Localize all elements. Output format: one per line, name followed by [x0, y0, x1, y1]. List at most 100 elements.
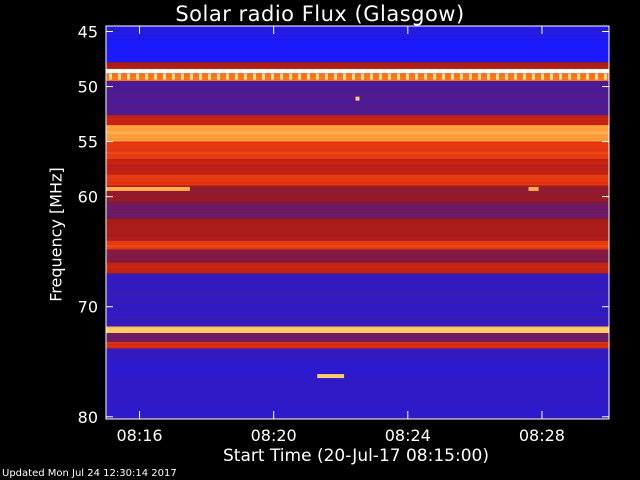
spike-mark — [541, 73, 544, 80]
y-tick-label: 70 — [78, 298, 98, 317]
spike-mark — [343, 73, 346, 80]
y-tick-label: 60 — [78, 188, 98, 207]
spike-mark — [136, 73, 139, 80]
band-texture — [106, 39, 609, 41]
band-texture — [106, 185, 609, 188]
spike-mark — [190, 73, 193, 80]
spike-mark — [388, 73, 391, 80]
band-texture — [106, 345, 609, 347]
spike-mark — [316, 73, 319, 80]
band-texture — [106, 81, 609, 83]
band-texture — [106, 174, 609, 177]
spike-mark — [109, 73, 112, 80]
band-texture — [106, 360, 609, 363]
band-texture — [106, 141, 609, 144]
y-axis: 45 50 55 60 70 80 — [78, 23, 609, 427]
band-texture — [106, 26, 609, 28]
band-texture — [106, 406, 609, 409]
band-texture — [106, 231, 609, 233]
spike-mark — [568, 73, 571, 80]
spike-mark — [361, 73, 364, 80]
band-texture — [106, 333, 609, 336]
band-texture — [106, 373, 609, 375]
band-texture — [106, 118, 609, 121]
band-texture — [106, 376, 609, 378]
band-4 — [106, 73, 609, 82]
spike-mark — [154, 73, 157, 80]
x-tick-label: 08:20 — [251, 426, 297, 445]
band-texture — [106, 145, 609, 147]
spike-mark — [487, 73, 490, 80]
band-texture — [106, 357, 609, 360]
spike-mark — [523, 73, 526, 80]
band-texture — [106, 90, 609, 92]
band-texture — [106, 62, 609, 64]
band-texture — [106, 366, 609, 369]
band-texture — [106, 301, 609, 304]
spike-mark — [298, 73, 301, 80]
spike-mark — [145, 73, 148, 80]
band-texture — [106, 165, 609, 167]
spike-mark — [586, 73, 589, 80]
band-texture — [106, 112, 609, 114]
band-texture — [106, 382, 609, 384]
band-texture — [106, 224, 609, 227]
band-texture — [106, 412, 609, 415]
band-texture — [106, 262, 609, 265]
band-texture — [106, 131, 609, 134]
band-texture — [106, 152, 609, 154]
band-texture — [106, 307, 609, 310]
band-texture — [106, 195, 609, 198]
band-texture — [106, 155, 609, 158]
band-texture — [106, 363, 609, 366]
band-texture — [106, 314, 609, 316]
band-texture — [106, 348, 609, 351]
spike-mark — [253, 73, 256, 80]
band-texture — [106, 326, 609, 329]
band-texture — [106, 192, 609, 194]
band-texture — [106, 259, 609, 262]
x-axis: 08:16 08:20 08:24 08:28 — [116, 26, 565, 445]
spike-mark — [127, 73, 130, 80]
heatmap-area — [106, 26, 609, 419]
x-tick-label: 08:24 — [385, 426, 431, 445]
band-texture — [106, 323, 609, 325]
band-texture — [106, 354, 609, 357]
spike-mark — [397, 73, 400, 80]
band-texture — [106, 198, 609, 201]
band-texture — [106, 52, 609, 55]
x-axis-label: Start Time (20-Jul-17 08:15:00) — [223, 446, 489, 466]
spike-mark — [379, 73, 382, 80]
band-texture — [106, 35, 609, 38]
band-texture — [106, 234, 609, 236]
band-texture — [106, 289, 609, 291]
band-texture — [106, 29, 609, 31]
band-texture — [106, 394, 609, 397]
band-texture — [106, 304, 609, 307]
spike-mark — [307, 73, 310, 80]
band-texture — [106, 55, 609, 58]
band-texture — [106, 188, 609, 191]
band-texture — [106, 68, 609, 72]
y-tick-label: 55 — [78, 133, 98, 152]
band-texture — [106, 162, 609, 164]
band-texture — [106, 249, 609, 252]
updated-timestamp: Updated Mon Jul 24 12:30:14 2017 — [2, 468, 177, 479]
spike-mark — [199, 73, 202, 80]
spike-mark — [370, 73, 373, 80]
band-texture — [106, 108, 609, 111]
band-texture — [106, 121, 609, 124]
band-texture — [106, 341, 609, 344]
band-texture — [106, 270, 609, 272]
spike-mark — [415, 73, 418, 80]
plot-frame — [105, 25, 610, 420]
spike-mark — [424, 73, 427, 80]
chart-title: Solar radio Flux (Glasgow) — [175, 2, 465, 26]
band-texture — [106, 266, 609, 269]
band-texture — [106, 337, 609, 340]
spike-mark — [496, 73, 499, 80]
band-texture — [106, 295, 609, 298]
band-texture — [106, 205, 609, 208]
spike-mark — [595, 73, 598, 80]
band-texture — [106, 84, 609, 86]
